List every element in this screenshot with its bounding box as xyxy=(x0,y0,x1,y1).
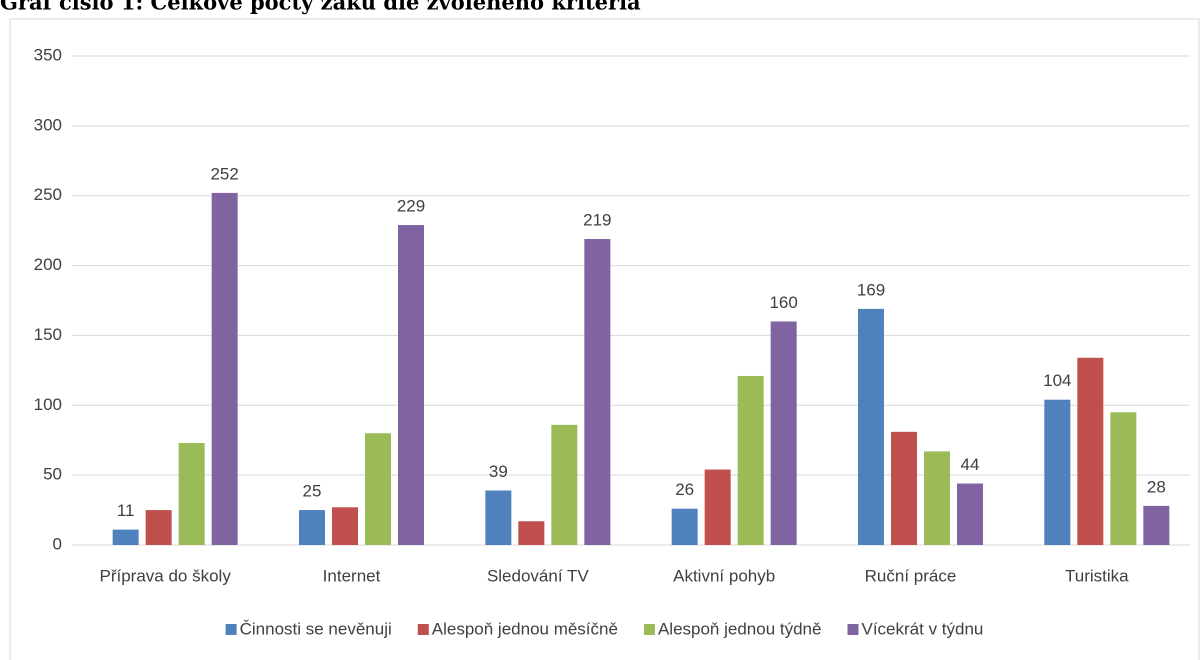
legend-label: Činnosti se nevěnuji xyxy=(240,619,392,638)
legend-swatch xyxy=(417,624,429,635)
data-label: 219 xyxy=(583,211,611,230)
data-label: 169 xyxy=(857,280,885,299)
bar xyxy=(671,508,698,545)
data-label: 26 xyxy=(675,480,694,499)
bar xyxy=(112,529,139,545)
bar xyxy=(858,308,884,545)
bar xyxy=(365,433,391,545)
bar xyxy=(737,375,764,545)
x-tick-label: Internet xyxy=(323,566,381,585)
bar xyxy=(770,321,797,545)
x-tick-label: Aktivní pohyb xyxy=(673,566,775,585)
legend-swatch xyxy=(643,624,655,635)
data-label: 104 xyxy=(1043,371,1071,390)
chart-title: Graf číslo 1: Celkové počty žáků dle zvo… xyxy=(0,0,641,15)
y-tick-label: 200 xyxy=(34,255,62,274)
bar xyxy=(299,510,325,545)
legend-label: Alespoň jednou měsíčně xyxy=(432,619,618,638)
data-label: 229 xyxy=(397,197,425,216)
bar xyxy=(485,490,512,545)
legend-label: Alespoň jednou týdně xyxy=(658,619,822,638)
bar xyxy=(178,443,205,545)
y-tick-label: 150 xyxy=(34,325,62,344)
bar xyxy=(1143,505,1170,545)
bar xyxy=(211,192,238,546)
legend-swatch xyxy=(847,624,859,635)
data-label: 252 xyxy=(210,164,238,183)
bar xyxy=(584,239,611,546)
y-tick-label: 50 xyxy=(43,465,62,484)
bar xyxy=(145,510,172,545)
bar xyxy=(398,225,424,545)
y-tick-label: 250 xyxy=(34,185,62,204)
y-tick-label: 100 xyxy=(34,395,62,414)
y-tick-label: 0 xyxy=(53,534,62,553)
x-tick-label: Příprava do školy xyxy=(99,566,231,585)
bar xyxy=(518,521,545,545)
x-tick-label: Ruční práce xyxy=(865,566,957,585)
legend-swatch xyxy=(225,624,237,635)
x-tick-label: Turistika xyxy=(1065,566,1129,585)
bar xyxy=(1077,357,1104,545)
y-tick-label: 350 xyxy=(34,45,62,64)
data-label: 39 xyxy=(489,462,508,481)
data-label: 25 xyxy=(303,482,322,501)
data-label: 11 xyxy=(117,501,135,520)
legend-label: Vícekrát v týdnu xyxy=(861,619,983,638)
bar xyxy=(891,431,917,545)
bar xyxy=(924,451,950,545)
data-label: 44 xyxy=(961,455,980,474)
bar xyxy=(551,424,578,545)
bar xyxy=(332,507,358,545)
x-tick-label: Sledování TV xyxy=(487,566,589,585)
y-tick-label: 300 xyxy=(34,115,62,134)
bar xyxy=(1110,412,1137,545)
data-label: 160 xyxy=(769,293,797,312)
bar xyxy=(704,469,731,545)
bar xyxy=(957,483,983,545)
data-label: 28 xyxy=(1147,477,1166,496)
bar xyxy=(1044,399,1071,545)
